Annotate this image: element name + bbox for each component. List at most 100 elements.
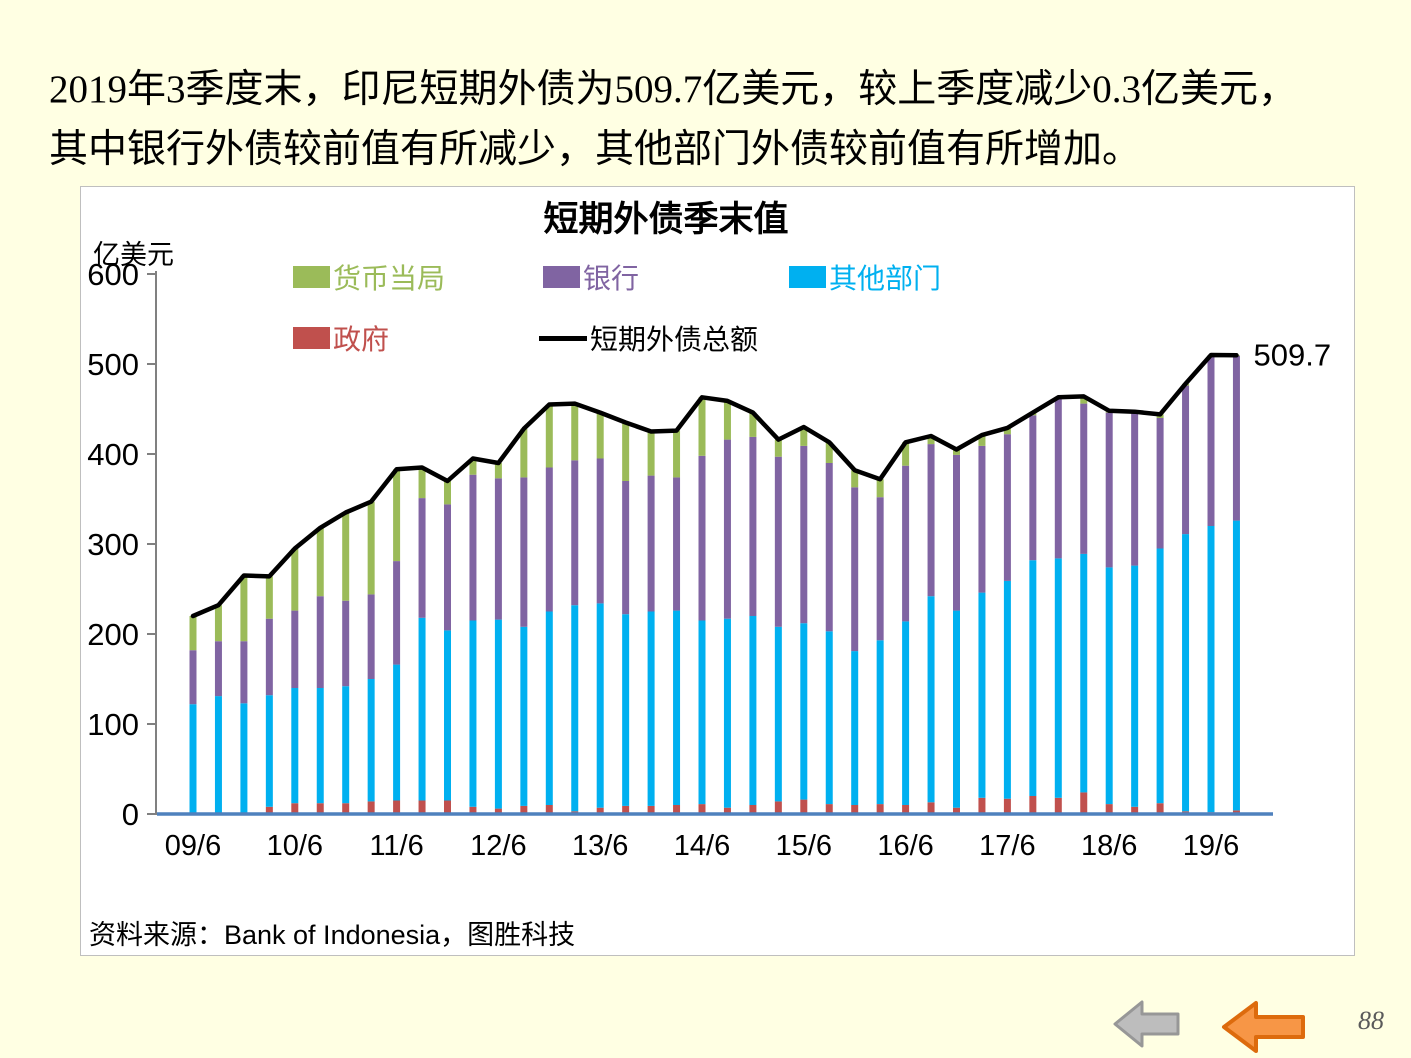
slide-title-line2: 其中银行外债较前值有所减少，其他部门外债较前值有所增加。 — [49, 128, 1142, 171]
bar-segment-other-sectors — [393, 664, 401, 801]
bar-segment-government — [927, 802, 935, 814]
bar-segment-other-sectors — [825, 631, 833, 805]
bar-segment-monetary-authority — [596, 412, 604, 459]
bar-segment-other-sectors — [545, 611, 553, 805]
bar-segment-monetary-authority — [240, 575, 248, 642]
bar-segment-monetary-authority — [444, 481, 451, 505]
bar-segment-monetary-authority — [189, 616, 197, 651]
bar-segment-government — [774, 801, 782, 814]
y-tick-label: 400 — [87, 437, 139, 472]
bar-segment-monetary-authority — [494, 463, 502, 479]
bar-segment-government — [316, 803, 324, 814]
bar-segment-monetary-authority — [749, 412, 757, 437]
legend-swatch-total-line — [539, 335, 587, 341]
bar-segment-banks — [342, 600, 350, 687]
legend-label-government: 政府 — [333, 324, 390, 355]
bar-segment-other-sectors — [1232, 520, 1240, 811]
bar-segment-government — [800, 799, 808, 814]
bar-segment-monetary-authority — [876, 479, 884, 498]
chart-title: 短期外债季末值 — [543, 200, 789, 239]
bar-segment-banks — [622, 481, 630, 615]
bar-segment-monetary-authority — [622, 422, 630, 481]
bar-segment-government — [596, 807, 604, 814]
y-tick-label: 300 — [87, 527, 139, 562]
bar-segment-other-sectors — [800, 623, 808, 800]
bar-segment-government — [673, 805, 681, 814]
gray-left-arrow-icon — [1113, 1000, 1180, 1048]
bar-segment-banks — [240, 641, 248, 704]
bar-segment-monetary-authority — [1080, 396, 1088, 404]
bar-segment-other-sectors — [1080, 553, 1088, 793]
bar-segment-other-sectors — [953, 610, 960, 808]
bar-segment-government — [1080, 792, 1088, 814]
chart-panel: 短期外债季末值 亿美元 货币当局 银行 其他部门 政府 短期外债总额 0 100 2… — [80, 186, 1355, 956]
bar-segment-government — [1232, 810, 1240, 814]
source-text: 资料来源：Bank of Indonesia，图胜科技 — [89, 920, 576, 950]
bar-segment-banks — [673, 477, 681, 611]
bar-segment-monetary-authority — [927, 436, 935, 445]
bar-segment-monetary-authority — [367, 501, 375, 595]
bar-segment-banks — [774, 456, 782, 627]
bar-segment-banks — [393, 561, 401, 665]
x-tick-label: 19/6 — [1183, 830, 1239, 862]
bar-segment-banks — [1156, 418, 1164, 549]
bar-segment-government — [291, 803, 299, 814]
bar-segment-other-sectors — [927, 596, 935, 803]
bar-segment-government — [469, 806, 477, 814]
bar-segment-government — [418, 800, 426, 814]
bar-segment-banks — [214, 641, 222, 697]
bar-segment-banks — [953, 454, 960, 611]
bar-segment-other-sectors — [571, 605, 579, 812]
x-tick-label: 16/6 — [877, 830, 933, 862]
bar-segment-other-sectors — [876, 640, 884, 805]
bar-segment-other-sectors — [1029, 560, 1037, 796]
bar-segment-monetary-authority — [545, 404, 553, 468]
bar-segment-monetary-authority — [698, 397, 706, 456]
bar-segment-monetary-authority — [978, 435, 986, 446]
bar-segment-banks — [825, 463, 833, 632]
bar-segment-banks — [1029, 415, 1037, 561]
bar-segment-monetary-authority — [214, 605, 222, 642]
legend-label-monetary-authority: 货币当局 — [333, 263, 446, 294]
x-tick-label: 18/6 — [1081, 830, 1137, 862]
bar-segment-government — [978, 797, 986, 814]
bar-segment-monetary-authority — [851, 470, 859, 488]
bar-segment-monetary-authority — [902, 442, 910, 466]
bar-segment-monetary-authority — [647, 431, 655, 476]
bar-segment-government — [1131, 806, 1139, 814]
bar-segment-other-sectors — [444, 630, 451, 801]
x-tick-label: 17/6 — [979, 830, 1035, 862]
bar-segment-other-sectors — [342, 686, 350, 804]
bar-segment-other-sectors — [1131, 565, 1139, 807]
legend-item-government: 政府 — [293, 324, 389, 355]
bar-segment-other-sectors — [622, 614, 630, 806]
bar-segment-other-sectors — [673, 610, 681, 805]
gray-left-arrow-button[interactable] — [1112, 998, 1182, 1050]
x-tick-label: 11/6 — [369, 830, 423, 862]
bar-segment-other-sectors — [520, 626, 528, 806]
bar-segment-government — [876, 804, 884, 814]
x-tick-label: 09/6 — [165, 830, 221, 862]
bar-segment-other-sectors — [291, 688, 299, 804]
bar-segment-monetary-authority — [723, 400, 731, 440]
bar-segment-banks — [469, 474, 477, 621]
y-tick-label: 500 — [87, 347, 139, 382]
total-annotation: 509.7 — [1254, 337, 1332, 372]
bar-segment-government — [902, 805, 910, 814]
y-tick-label: 0 — [122, 797, 139, 832]
bar-segment-other-sectors — [240, 703, 248, 814]
bar-segment-banks — [647, 475, 655, 612]
bar-segment-other-sectors — [902, 621, 910, 805]
bar-segment-other-sectors — [214, 696, 222, 814]
bar-segment-government — [1029, 796, 1037, 814]
bar-segment-government — [851, 805, 859, 814]
bar-segment-other-sectors — [1207, 526, 1215, 813]
bar-segment-banks — [596, 458, 604, 604]
bar-segment-monetary-authority — [774, 439, 782, 457]
bar-segment-banks — [1003, 434, 1011, 581]
bar-segment-banks — [444, 504, 451, 631]
orange-left-arrow-button[interactable] — [1220, 999, 1308, 1055]
bar-segment-banks — [927, 444, 935, 597]
bar-segment-government — [444, 800, 451, 814]
bar-segment-other-sectors — [265, 695, 273, 807]
